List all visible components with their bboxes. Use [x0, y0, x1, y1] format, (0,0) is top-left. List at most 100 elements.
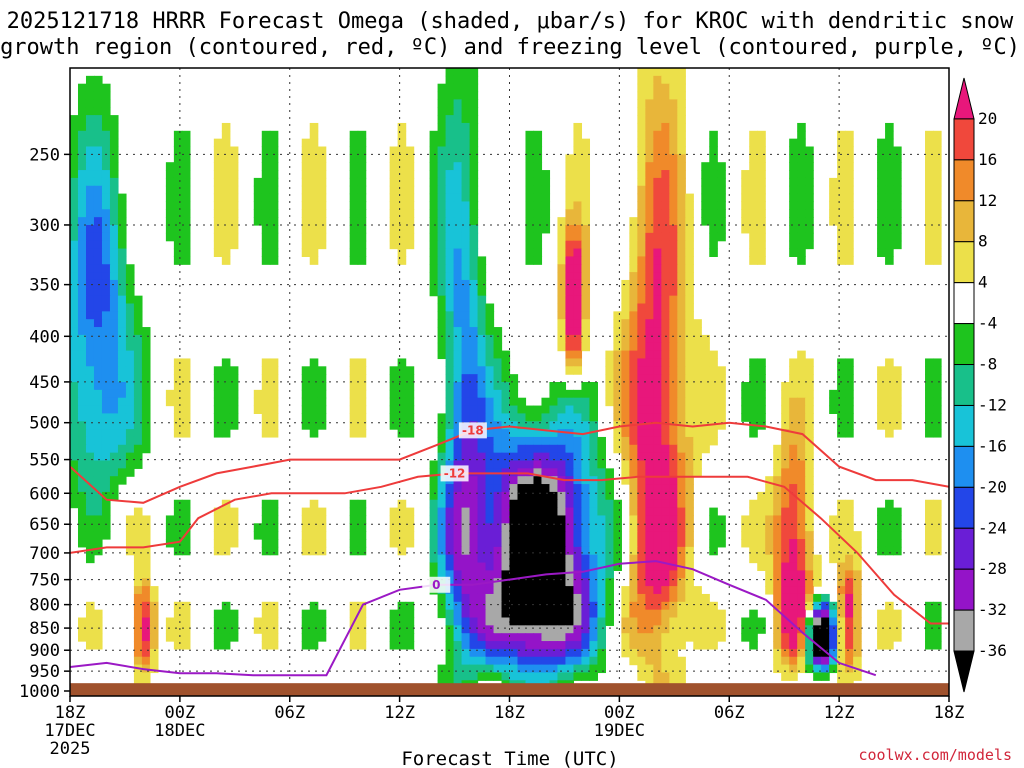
omega-cell: [517, 421, 527, 430]
omega-cell: [741, 225, 750, 234]
omega-cell: [621, 460, 630, 469]
omega-cell: [93, 83, 103, 93]
omega-cell: [493, 327, 503, 336]
omega-cell: [765, 546, 774, 556]
omega-cell: [621, 311, 630, 320]
omega-cell: [797, 648, 806, 658]
omega-cell: [485, 617, 495, 626]
omega-cell: [509, 429, 519, 438]
omega-cell: [173, 170, 183, 179]
omega-cell: [101, 185, 111, 195]
omega-cell: [357, 358, 367, 367]
omega-cell: [645, 633, 654, 642]
omega-cell: [645, 185, 654, 195]
omega-cell: [677, 177, 686, 187]
omega-cell: [141, 342, 151, 352]
omega-cell: [541, 617, 551, 626]
omega-cell: [885, 240, 894, 250]
omega-cell: [493, 366, 503, 375]
omega-cell: [877, 641, 886, 650]
omega-cell: [261, 617, 271, 626]
omega-cell: [509, 641, 519, 650]
omega-cell: [685, 334, 694, 344]
omega-cell: [485, 546, 495, 556]
omega-cell: [437, 99, 447, 108]
omega-cell: [357, 138, 367, 148]
omega-cell: [533, 617, 543, 626]
omega-cell: [181, 240, 191, 250]
omega-cell: [709, 366, 718, 375]
omega-cell: [389, 240, 399, 250]
omega-cell: [565, 279, 575, 289]
omega-cell: [557, 578, 567, 587]
omega-cell: [173, 209, 183, 218]
omega-cell: [661, 570, 670, 579]
omega-cell: [565, 303, 575, 312]
omega-cell: [805, 656, 814, 666]
omega-cell: [845, 193, 854, 203]
omega-cell: [397, 232, 407, 242]
omega-cell: [637, 107, 646, 116]
omega-cell: [693, 593, 702, 603]
omega-cell: [445, 303, 455, 312]
omega-cell: [653, 209, 662, 218]
omega-cell: [461, 177, 471, 187]
omega-cell: [493, 460, 503, 469]
omega-cell: [141, 515, 151, 524]
omega-cell: [109, 154, 119, 163]
omega-cell: [493, 405, 503, 414]
omega-cell: [621, 319, 630, 328]
omega-cell: [653, 609, 662, 619]
omega-cell: [453, 162, 463, 171]
omega-cell: [797, 421, 806, 430]
omega-cell: [525, 256, 535, 265]
omega-cell: [533, 429, 543, 438]
omega-cell: [93, 177, 103, 187]
omega-cell: [349, 539, 359, 548]
omega-cell: [125, 421, 135, 430]
omega-cell: [645, 311, 654, 320]
omega-cell: [549, 436, 559, 446]
omega-cell: [445, 185, 455, 195]
omega-cell: [133, 382, 143, 391]
omega-cell: [109, 452, 119, 462]
omega-cell: [557, 303, 567, 312]
omega-cell: [181, 421, 191, 430]
omega-cell: [109, 279, 119, 289]
omega-cell: [685, 209, 694, 218]
omega-cell: [501, 672, 511, 681]
omega-cell: [149, 601, 159, 611]
omega-cell: [741, 193, 750, 203]
omega-cell: [629, 272, 638, 281]
omega-cell: [565, 209, 575, 218]
omega-cell: [221, 248, 231, 257]
omega-cell: [581, 593, 591, 603]
omega-cell: [693, 389, 702, 399]
omega-cell: [805, 562, 814, 571]
omega-cell: [445, 397, 455, 407]
omega-cell: [429, 499, 439, 509]
omega-cell: [933, 225, 942, 234]
omega-cell: [877, 225, 886, 234]
omega-cell: [429, 460, 439, 469]
omega-cell: [573, 601, 583, 611]
omega-cell: [573, 546, 583, 556]
omega-cell: [389, 421, 399, 430]
omega-cell: [573, 350, 583, 360]
omega-cell: [109, 217, 119, 226]
omega-cell: [653, 578, 662, 587]
omega-cell: [133, 656, 143, 666]
omega-cell: [477, 303, 487, 312]
omega-cell: [805, 625, 814, 634]
omega-cell: [253, 185, 263, 195]
omega-cell: [645, 83, 654, 93]
omega-cell: [453, 358, 463, 367]
omega-cell: [173, 397, 183, 407]
omega-cell: [301, 232, 311, 242]
omega-cell: [70, 460, 79, 469]
omega-cell: [461, 256, 471, 265]
colorbar-label: 20: [978, 109, 997, 128]
contour-label-dgz-minus12: -12: [444, 466, 466, 480]
omega-cell: [301, 523, 311, 532]
omega-cell: [533, 138, 543, 148]
